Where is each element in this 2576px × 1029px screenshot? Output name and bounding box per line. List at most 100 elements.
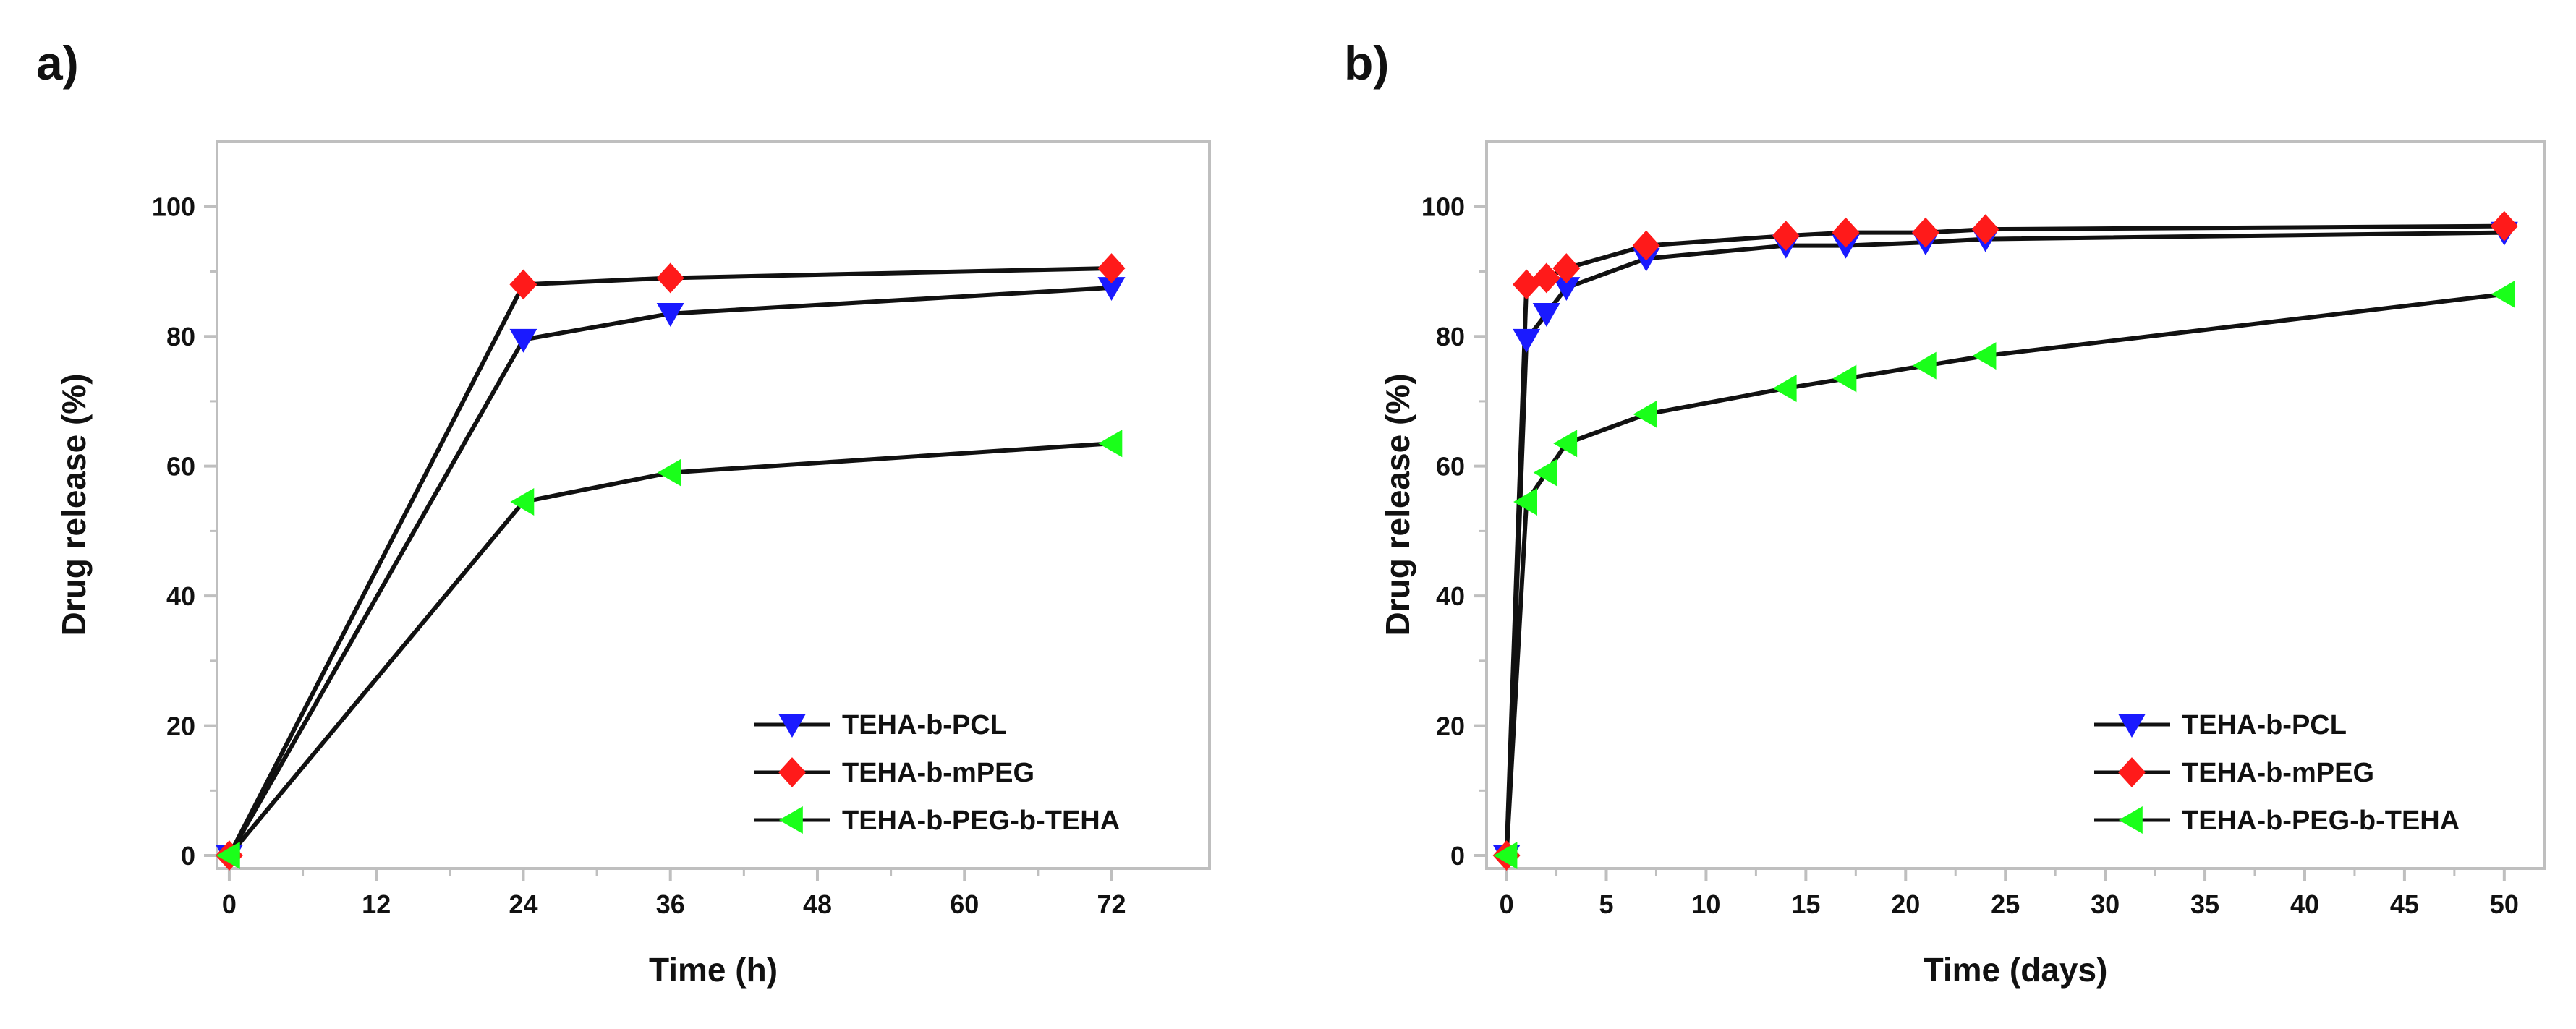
series-line-teha-b-pcl [227,285,1112,857]
panel-a-plot-frame [216,140,1211,870]
data-point-teha-b-peg-b-teha [657,458,681,487]
x-tick-label: 72 [1097,889,1126,919]
legend-item-teha-b-mpeg: TEHA-b-mPEG [2094,757,2374,788]
legend-marker-triangle-down [778,714,806,738]
legend-label: TEHA-b-mPEG [842,758,1034,788]
y-tick-label: 80 [166,322,195,351]
data-point-teha-b-pcl [1532,302,1560,327]
y-tick-label: 100 [152,192,195,222]
data-point-teha-b-mpeg [1772,221,1800,252]
panel-a: a) 0 12 24 36 48 60 72 0 20 40 60 80 100 Time (h) Dr… [36,36,1211,989]
data-point-teha-b-peg-b-teha [1972,342,1997,370]
data-point-teha-b-pcl [1552,277,1581,301]
legend-marker-triangle-left [778,806,803,834]
y-tick-label: 0 [181,841,195,871]
data-point-teha-b-peg-b-teha [1533,458,1557,487]
legend-label: TEHA-b-PEG-b-TEHA [842,806,1120,836]
data-point-teha-b-mpeg [1552,253,1581,283]
y-tick-label: 20 [1436,712,1465,741]
y-tick-label: 100 [1421,192,1465,222]
x-tick-label: 60 [950,889,979,919]
data-point-teha-b-peg-b-teha [1513,488,1537,516]
data-point-teha-b-pcl [509,328,537,353]
y-tick-label: 80 [1436,322,1465,351]
data-point-teha-b-mpeg [2490,210,2518,242]
x-tick-label: 12 [362,889,391,919]
legend-marker-diamond [778,757,806,787]
panel-a-y-axis-title: Drug release (%) [55,373,93,636]
data-point-teha-b-mpeg [1632,230,1660,261]
panel-a-legend: TEHA-b-PCL TEHA-b-mPEG TEHA-b-PEG-b-TEHA [754,710,1120,836]
data-point-teha-b-peg-b-teha [1553,430,1578,458]
data-point-teha-b-peg-b-teha [1098,430,1123,458]
x-tick-label: 20 [1891,889,1920,919]
data-point-teha-b-peg-b-teha [1832,364,1857,393]
x-tick-label: 15 [1791,889,1820,919]
data-point-teha-b-peg-b-teha [1772,374,1797,402]
panel-a-label: a) [36,36,79,90]
panel-b-series [1492,210,2518,871]
data-point-teha-b-peg-b-teha [216,842,240,870]
legend-item-teha-b-peg-b-teha: TEHA-b-PEG-b-TEHA [2094,806,2460,836]
data-point-teha-b-mpeg [1532,262,1560,294]
x-tick-label: 25 [1991,889,2020,919]
data-point-teha-b-peg-b-teha [510,488,535,516]
panel-b-y-axis-title: Drug release (%) [1379,373,1416,636]
x-tick-label: 24 [509,889,537,919]
legend-item-teha-b-peg-b-teha: TEHA-b-PEG-b-TEHA [754,806,1120,836]
series-line-teha-b-pcl [1504,230,2504,856]
data-point-teha-b-peg-b-teha [1912,351,1937,380]
legend-marker-diamond [2118,757,2146,787]
data-point-teha-b-peg-b-teha [1493,842,1518,870]
legend-label: TEHA-b-PCL [842,710,1007,740]
legend-label: TEHA-b-PCL [2182,710,2347,740]
x-tick-label: 5 [1599,889,1613,919]
x-tick-label: 45 [2390,889,2419,919]
legend-item-teha-b-mpeg: TEHA-b-mPEG [754,757,1034,788]
x-tick-label: 50 [2490,889,2519,919]
series-line-teha-b-mpeg [227,265,1112,857]
panel-b-x-axis-title: Time (days) [1924,951,2108,989]
y-tick-label: 60 [1436,452,1465,482]
data-point-teha-b-mpeg [1832,217,1860,248]
data-point-teha-b-mpeg [1971,214,1999,245]
data-point-teha-b-mpeg [1097,253,1126,283]
legend-marker-triangle-left [2118,806,2143,834]
legend-label: TEHA-b-PEG-b-TEHA [2182,806,2460,836]
data-point-teha-b-peg-b-teha [1633,400,1657,428]
data-point-teha-b-peg-b-teha [2491,280,2515,308]
x-tick-label: 0 [1500,889,1514,919]
data-point-teha-b-mpeg [1513,269,1541,300]
series-line-teha-b-peg-b-teha [227,441,1112,857]
data-point-teha-b-mpeg [509,269,537,300]
y-tick-label: 0 [1450,841,1465,871]
x-tick-label: 35 [2190,889,2219,919]
data-point-teha-b-mpeg [656,262,684,294]
data-point-teha-b-pcl [656,302,684,327]
x-tick-label: 0 [222,889,237,919]
data-point-teha-b-pcl [1513,328,1541,353]
y-tick-label: 60 [166,452,195,482]
panel-a-ticks: 0 12 24 36 48 60 72 0 20 40 60 80 100 [152,192,1126,919]
x-tick-label: 40 [2290,889,2319,919]
data-point-teha-b-mpeg [1911,217,1939,248]
legend-item-teha-b-pcl: TEHA-b-PCL [2094,710,2347,740]
series-line-teha-b-peg-b-teha [1504,291,2505,856]
x-tick-label: 36 [656,889,685,919]
data-point-teha-b-pcl [1097,277,1126,301]
legend-marker-triangle-down [2118,714,2146,738]
panel-a-series [215,253,1126,871]
panel-b: b) 0 5 10 15 20 25 30 35 40 45 50 0 20 40 60 80 100 Time… [1344,36,2546,989]
x-tick-label: 48 [803,889,832,919]
legend-item-teha-b-pcl: TEHA-b-PCL [754,710,1007,740]
panel-b-label: b) [1344,36,1389,90]
y-tick-label: 40 [1436,581,1465,611]
x-tick-label: 10 [1691,889,1720,919]
panel-b-legend: TEHA-b-PCL TEHA-b-mPEG TEHA-b-PEG-b-TEHA [2094,710,2460,836]
panel-a-x-axis-title: Time (h) [649,951,778,989]
panel-b-ticks: 0 5 10 15 20 25 30 35 40 45 50 0 20 40 60 80 100 [1421,192,2519,919]
y-tick-label: 20 [166,712,195,741]
panel-b-plot-frame [1485,140,2546,870]
